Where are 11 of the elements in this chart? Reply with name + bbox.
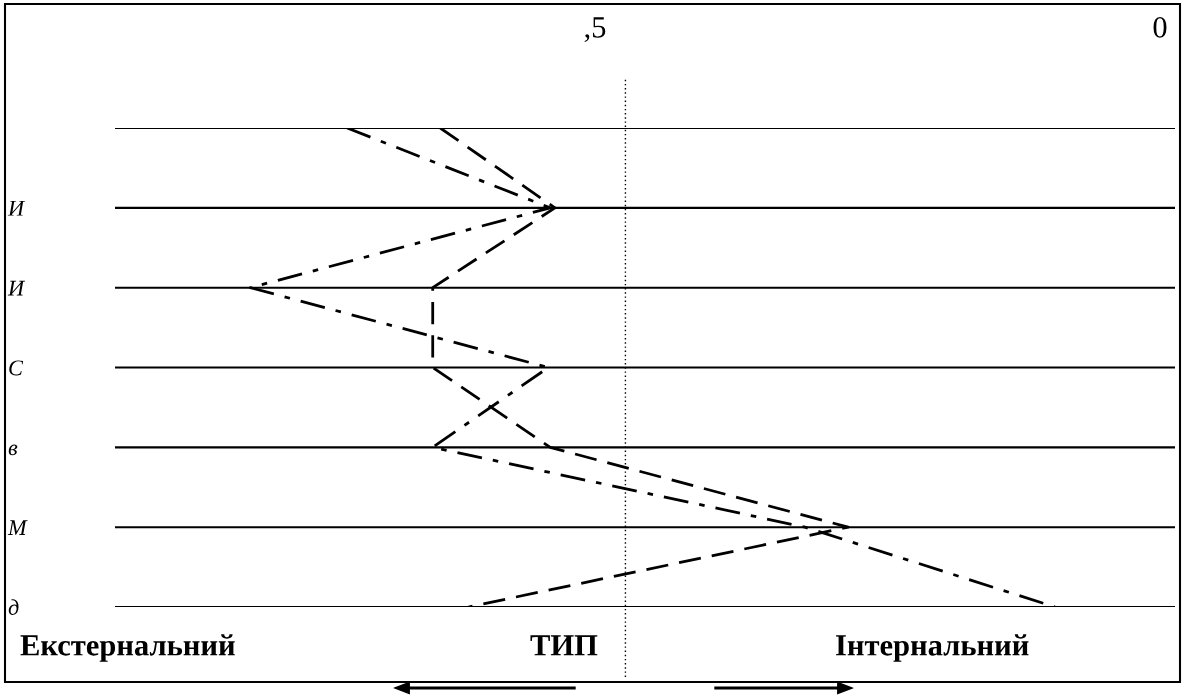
text: 0: [1153, 17, 1167, 38]
y-tick-label: И: [7, 280, 26, 296]
y-tick-label: в: [8, 444, 18, 456]
y-tick-label: И: [7, 200, 26, 216]
annotation: Екстернальний: [20, 634, 235, 662]
text: ,5: [584, 17, 606, 43]
annotation: ТИП: [530, 635, 598, 656]
y-tick-label: д: [8, 599, 19, 615]
y-tick-label: М: [7, 520, 28, 535]
annotation: Інтернальний: [836, 634, 1029, 662]
y-tick-label: С: [9, 360, 24, 376]
